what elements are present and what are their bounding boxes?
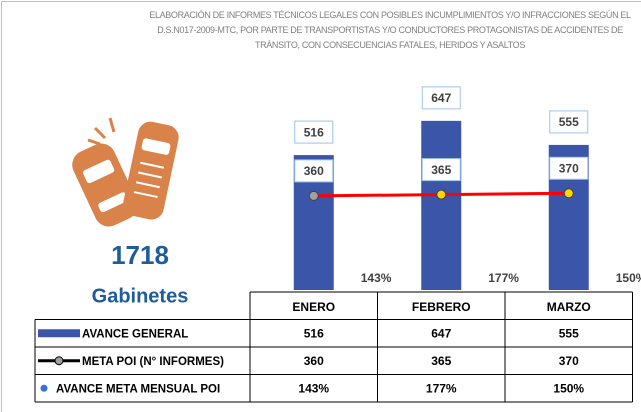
data-label-box	[421, 158, 461, 182]
data-label: 365	[431, 163, 451, 177]
table-cell: 177%	[426, 381, 457, 395]
data-label-box	[294, 120, 334, 144]
data-label: 360	[304, 164, 324, 178]
marker	[308, 190, 319, 201]
data-label: 555	[559, 115, 579, 129]
data-label: 516	[304, 125, 324, 139]
table-cell: 365	[431, 354, 451, 368]
table-cell: 516	[304, 326, 324, 340]
data-label-box	[549, 156, 589, 180]
marker	[436, 189, 447, 200]
x-tick-label: MARZO	[547, 300, 591, 314]
percent-label: 150%	[616, 271, 641, 285]
summary-value: 1718	[111, 240, 169, 270]
table-cell: 555	[559, 326, 579, 340]
legend-label: META POI (N° INFORMES)	[82, 356, 224, 368]
crash-icon	[72, 117, 179, 227]
percent-label: 143%	[361, 271, 392, 285]
legend-label: AVANCE GENERAL	[82, 328, 188, 340]
table-cell: 143%	[298, 381, 329, 395]
legend-label: AVANCE META MENSUAL POI	[56, 383, 220, 395]
table-cell: 150%	[553, 381, 584, 395]
legend-swatch	[40, 384, 48, 392]
data-label-box	[549, 110, 589, 134]
summary-label: Gabinetes	[92, 285, 189, 307]
table-cell: 647	[431, 326, 451, 340]
data-label: 647	[431, 91, 451, 105]
legend-swatch	[54, 356, 64, 366]
x-tick-label: ENERO	[292, 300, 335, 314]
chart-title: ELABORACIÓN DE INFORMES TÉCNICOS LEGALES…	[149, 10, 631, 50]
bar	[421, 120, 462, 290]
marker	[563, 188, 574, 199]
data-label-box	[421, 86, 461, 110]
legend-swatch	[38, 329, 80, 338]
percent-label: 177%	[488, 271, 519, 285]
data-label-box	[294, 159, 334, 183]
data-label: 370	[559, 161, 579, 175]
table-cell: 370	[559, 354, 579, 368]
x-tick-label: FEBRERO	[412, 300, 471, 314]
title-box: ELABORACIÓN DE INFORMES TÉCNICOS LEGALES…	[149, 10, 631, 50]
table-cell: 360	[304, 354, 324, 368]
